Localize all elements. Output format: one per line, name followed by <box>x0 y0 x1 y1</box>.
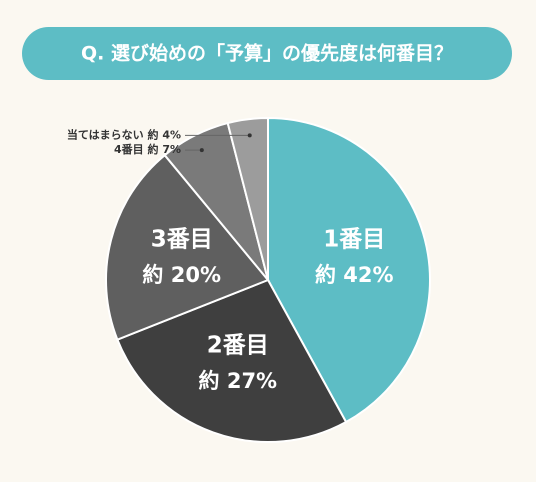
outside-category: 当てはまらない <box>67 127 144 141</box>
leader-dot <box>199 148 204 153</box>
outside-label: 当てはまらない 約 4% <box>67 127 181 141</box>
slice-value-label: 約 42% <box>315 263 394 287</box>
slice-value-label: 約 20% <box>142 263 221 287</box>
slice-category: 2番目 <box>207 332 269 358</box>
outside-value-label: 約 4% <box>147 127 181 141</box>
slice-value-label: 約 27% <box>199 369 278 393</box>
outside-label: 4番目 約 7% <box>114 142 181 156</box>
pie-slice <box>105 153 270 341</box>
pie-slice <box>116 278 348 443</box>
pie <box>105 116 431 443</box>
slice-category: 3番目 <box>151 226 213 252</box>
leader-dot <box>247 133 252 138</box>
chart-title: Q. 選び始めの「予算」の優先度は何番目？ <box>81 42 453 65</box>
outside-value-label: 約 7% <box>147 142 181 156</box>
slice-category: 1番目 <box>323 226 385 252</box>
title-pill <box>22 27 512 80</box>
outside-category: 4番目 <box>114 142 144 156</box>
pie-slice <box>267 116 431 424</box>
pie-slice <box>226 116 269 281</box>
